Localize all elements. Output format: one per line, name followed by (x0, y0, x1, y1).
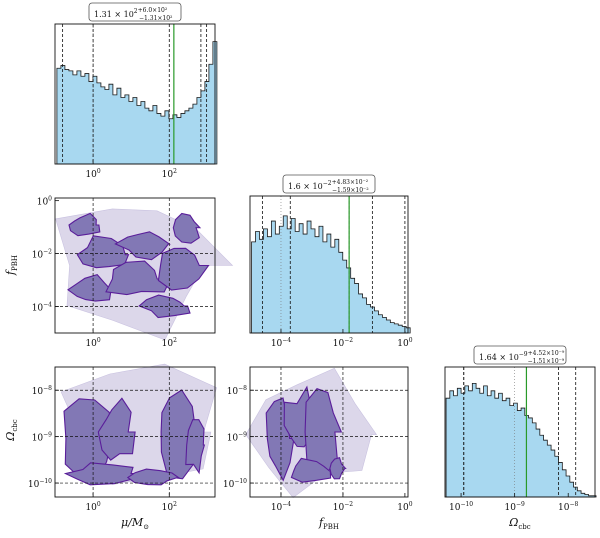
contour-inner-1-0-3 (114, 231, 171, 261)
tick-label-omega-2: 10−8 (558, 501, 578, 513)
contour-inner-1-0-7 (138, 294, 191, 319)
annotation-text-mu: 1.31 × 102+6.0×10² −1.31×10² (94, 7, 173, 22)
panel-frame-mu (54, 23, 216, 165)
tick-label-fpbh-2: 100 (397, 337, 412, 349)
contour-inner-2-1-4 (329, 457, 347, 480)
panel-frame-omega (444, 366, 596, 498)
x-tick-label-2-0-0: 100 (85, 501, 100, 513)
y-tick-label-1-0-0: 100 (37, 196, 52, 208)
contour-inner-1-0-0 (68, 212, 101, 237)
x-tick-label-2-1-1: 10−2 (333, 501, 353, 513)
y-tick-label-2-0-2: 10−10 (28, 478, 52, 490)
x-axis-label-mu: μ/M⊙ (121, 516, 149, 531)
contour-inner-1-0-5 (157, 247, 210, 291)
contour-inner-2-1-2 (304, 388, 343, 473)
y-axis-label-fpbh: fPBH (4, 255, 19, 276)
x-tick-label-2-1-2: 100 (397, 501, 412, 513)
annotation-box-omega (473, 345, 567, 365)
histogram-omega: 1.64 × 10−9+4.52×10⁻⁹ −1.51×10⁻⁹ (444, 345, 597, 498)
panel-frame-2-0 (54, 366, 216, 498)
scatter-panel-mu-fpbh (54, 197, 234, 341)
hist-bars-fpbh (251, 215, 411, 334)
y-tick-label-1-0-1: 10−2 (32, 249, 52, 261)
tick-label-mu-1: 102 (162, 168, 177, 180)
panel-frame-fpbh (249, 195, 409, 334)
hist-bars-mu (56, 41, 218, 165)
contour-inner-2-0-4 (185, 419, 206, 475)
tick-label-fpbh-0: 10−4 (271, 337, 291, 349)
y-tick-label-2-1-2: 10−10 (223, 478, 247, 490)
x-tick-label-1-0-0: 100 (85, 337, 100, 349)
y-tick-label-2-0-1: 10−9 (32, 432, 52, 444)
y-tick-label-1-0-2: 10−4 (32, 302, 52, 314)
panel-frame-2-1 (249, 366, 409, 498)
y-tick-label-2-1-1: 10−9 (227, 432, 247, 444)
contour-inner-2-0-5 (126, 468, 181, 486)
panel-frame-1-0 (54, 197, 216, 334)
histogram-fpbh: 1.6 × 10−2+4.83×10⁻² −1.59×10⁻² (249, 174, 411, 334)
contour-inner-1-0-6 (172, 212, 202, 244)
x-tick-label-2-1-0: 10−4 (271, 501, 291, 513)
tick-label-mu-0: 100 (85, 168, 100, 180)
x-tick-label-1-0-1: 102 (162, 337, 177, 349)
y-tick-label-2-1-0: 10−8 (227, 385, 247, 397)
x-tick-label-2-0-1: 102 (162, 501, 177, 513)
annotation-box-mu (88, 2, 182, 22)
histogram-mu: 1.31 × 102+6.0×10² −1.31×10² (54, 2, 218, 165)
contour-inner-2-1-3 (290, 457, 332, 483)
annotation-box-fpbh (282, 174, 376, 194)
x-axis-label-omega: Ωcbc (508, 516, 531, 531)
tick-label-omega-0: 10−10 (449, 501, 473, 513)
annotation-text-fpbh: 1.6 × 10−2+4.83×10⁻² −1.59×10⁻² (288, 179, 369, 194)
tick-label-fpbh-1: 10−2 (333, 337, 353, 349)
contour-inner-2-0-1 (97, 397, 136, 461)
contour-inner-1-0-4 (105, 260, 172, 296)
y-axis-label-omega: Ωcbc (4, 419, 19, 442)
scatter-panel-fpbh-omega (245, 366, 409, 499)
contour-inner-1-0-2 (67, 273, 112, 302)
y-tick-label-2-0-0: 10−8 (32, 385, 52, 397)
annotation-text-omega: 1.64 × 10−9+4.52×10⁻⁹ −1.51×10⁻⁹ (479, 350, 565, 365)
scatter-panel-mu-omega (54, 363, 217, 498)
x-axis-label-fpbh: fPBH (318, 516, 339, 531)
hist-bars-omega (445, 382, 597, 498)
tick-label-omega-1: 10−9 (504, 501, 524, 513)
